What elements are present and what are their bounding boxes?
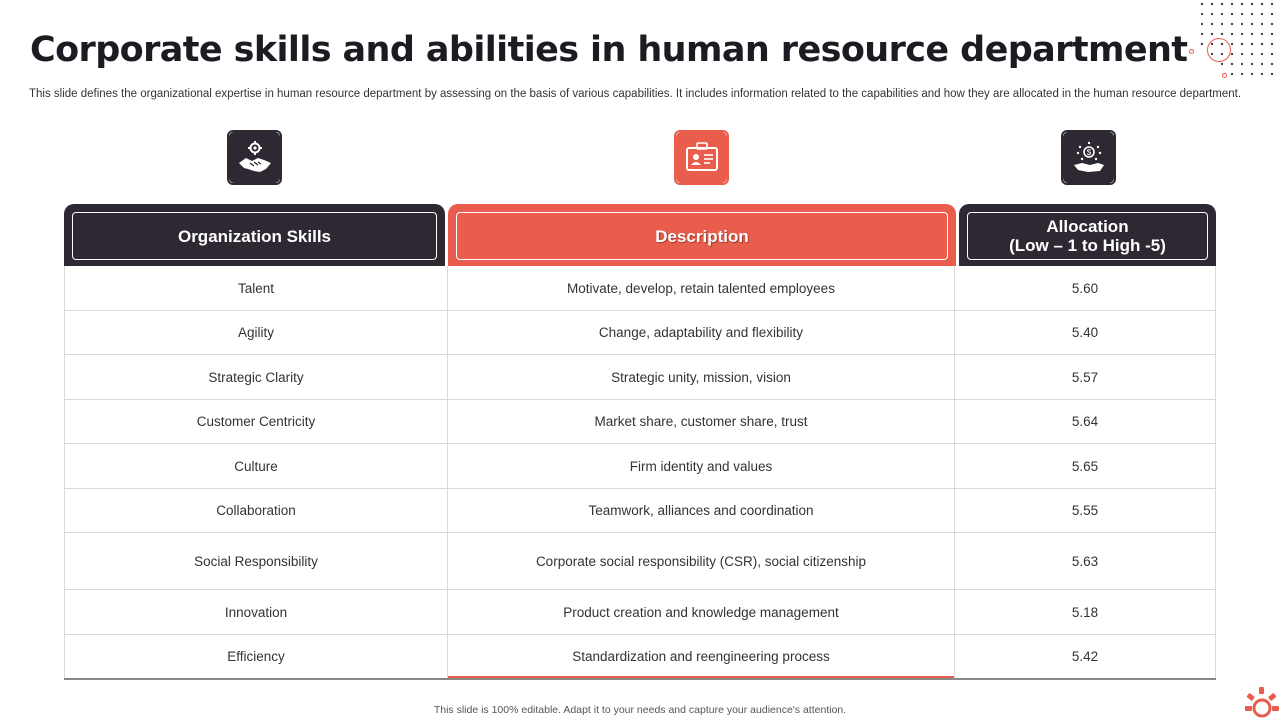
description-cell: Strategic unity, mission, vision (448, 355, 955, 399)
skill-cell: Innovation (64, 590, 448, 634)
small-ring-decoration (1189, 49, 1194, 54)
skill-cell: Collaboration (64, 489, 448, 532)
description-cell: Motivate, develop, retain talented emplo… (448, 266, 955, 310)
small-ring-decoration (1222, 73, 1227, 78)
description-cell: Teamwork, alliances and coordination (448, 489, 955, 532)
description-cell: Standardization and reengineering proces… (448, 635, 955, 678)
column-header-description: Description (448, 204, 956, 266)
skill-cell: Social Responsibility (64, 533, 448, 589)
hand-coins-icon: $ (1061, 130, 1116, 185)
allocation-cell: 5.57 (955, 355, 1216, 399)
allocation-cell: 5.55 (955, 489, 1216, 532)
table-body: Talent Motivate, develop, retain talente… (64, 266, 1216, 680)
table-row: Culture Firm identity and values 5.65 (64, 444, 1216, 489)
skill-cell: Efficiency (64, 635, 448, 678)
skill-cell: Strategic Clarity (64, 355, 448, 399)
page-title: Corporate skills and abilities in human … (30, 30, 1188, 70)
id-card-icon (674, 130, 729, 185)
handshake-gear-icon (227, 130, 282, 185)
description-cell: Firm identity and values (448, 444, 955, 488)
description-cell: Market share, customer share, trust (448, 400, 955, 443)
svg-text:$: $ (1086, 148, 1091, 157)
allocation-cell: 5.64 (955, 400, 1216, 443)
page-subtitle: This slide defines the organizational ex… (29, 88, 1242, 100)
skill-cell: Customer Centricity (64, 400, 448, 443)
table-row: Customer Centricity Market share, custom… (64, 400, 1216, 444)
skill-cell: Talent (64, 266, 448, 310)
skill-cell: Culture (64, 444, 448, 488)
column-header-allocation: Allocation (Low – 1 to High -5) (959, 204, 1216, 266)
allocation-cell: 5.42 (955, 635, 1216, 678)
allocation-cell: 5.60 (955, 266, 1216, 310)
gear-logo-icon (1245, 687, 1279, 718)
table-row: Innovation Product creation and knowledg… (64, 590, 1216, 635)
description-cell: Change, adaptability and flexibility (448, 311, 955, 354)
allocation-header-line1: Allocation (1046, 217, 1129, 236)
description-cell: Product creation and knowledge managemen… (448, 590, 955, 634)
allocation-cell: 5.63 (955, 533, 1216, 589)
skill-cell: Agility (64, 311, 448, 354)
dot-pattern-decoration (1200, 2, 1274, 76)
allocation-header-line2: (Low – 1 to High -5) (1009, 236, 1166, 255)
table-row: Collaboration Teamwork, alliances and co… (64, 489, 1216, 533)
table-row: Social Responsibility Corporate social r… (64, 533, 1216, 590)
ring-decoration (1207, 38, 1231, 62)
table-row: Talent Motivate, develop, retain talente… (64, 266, 1216, 311)
description-cell: Corporate social responsibility (CSR), s… (448, 533, 955, 589)
allocation-cell: 5.40 (955, 311, 1216, 354)
footer-note: This slide is 100% editable. Adapt it to… (433, 704, 847, 716)
table-row: Strategic Clarity Strategic unity, missi… (64, 355, 1216, 400)
table-row: Efficiency Standardization and reenginee… (64, 635, 1216, 680)
allocation-cell: 5.65 (955, 444, 1216, 488)
column-header-skills: Organization Skills (64, 204, 445, 266)
allocation-cell: 5.18 (955, 590, 1216, 634)
table-row: Agility Change, adaptability and flexibi… (64, 311, 1216, 355)
